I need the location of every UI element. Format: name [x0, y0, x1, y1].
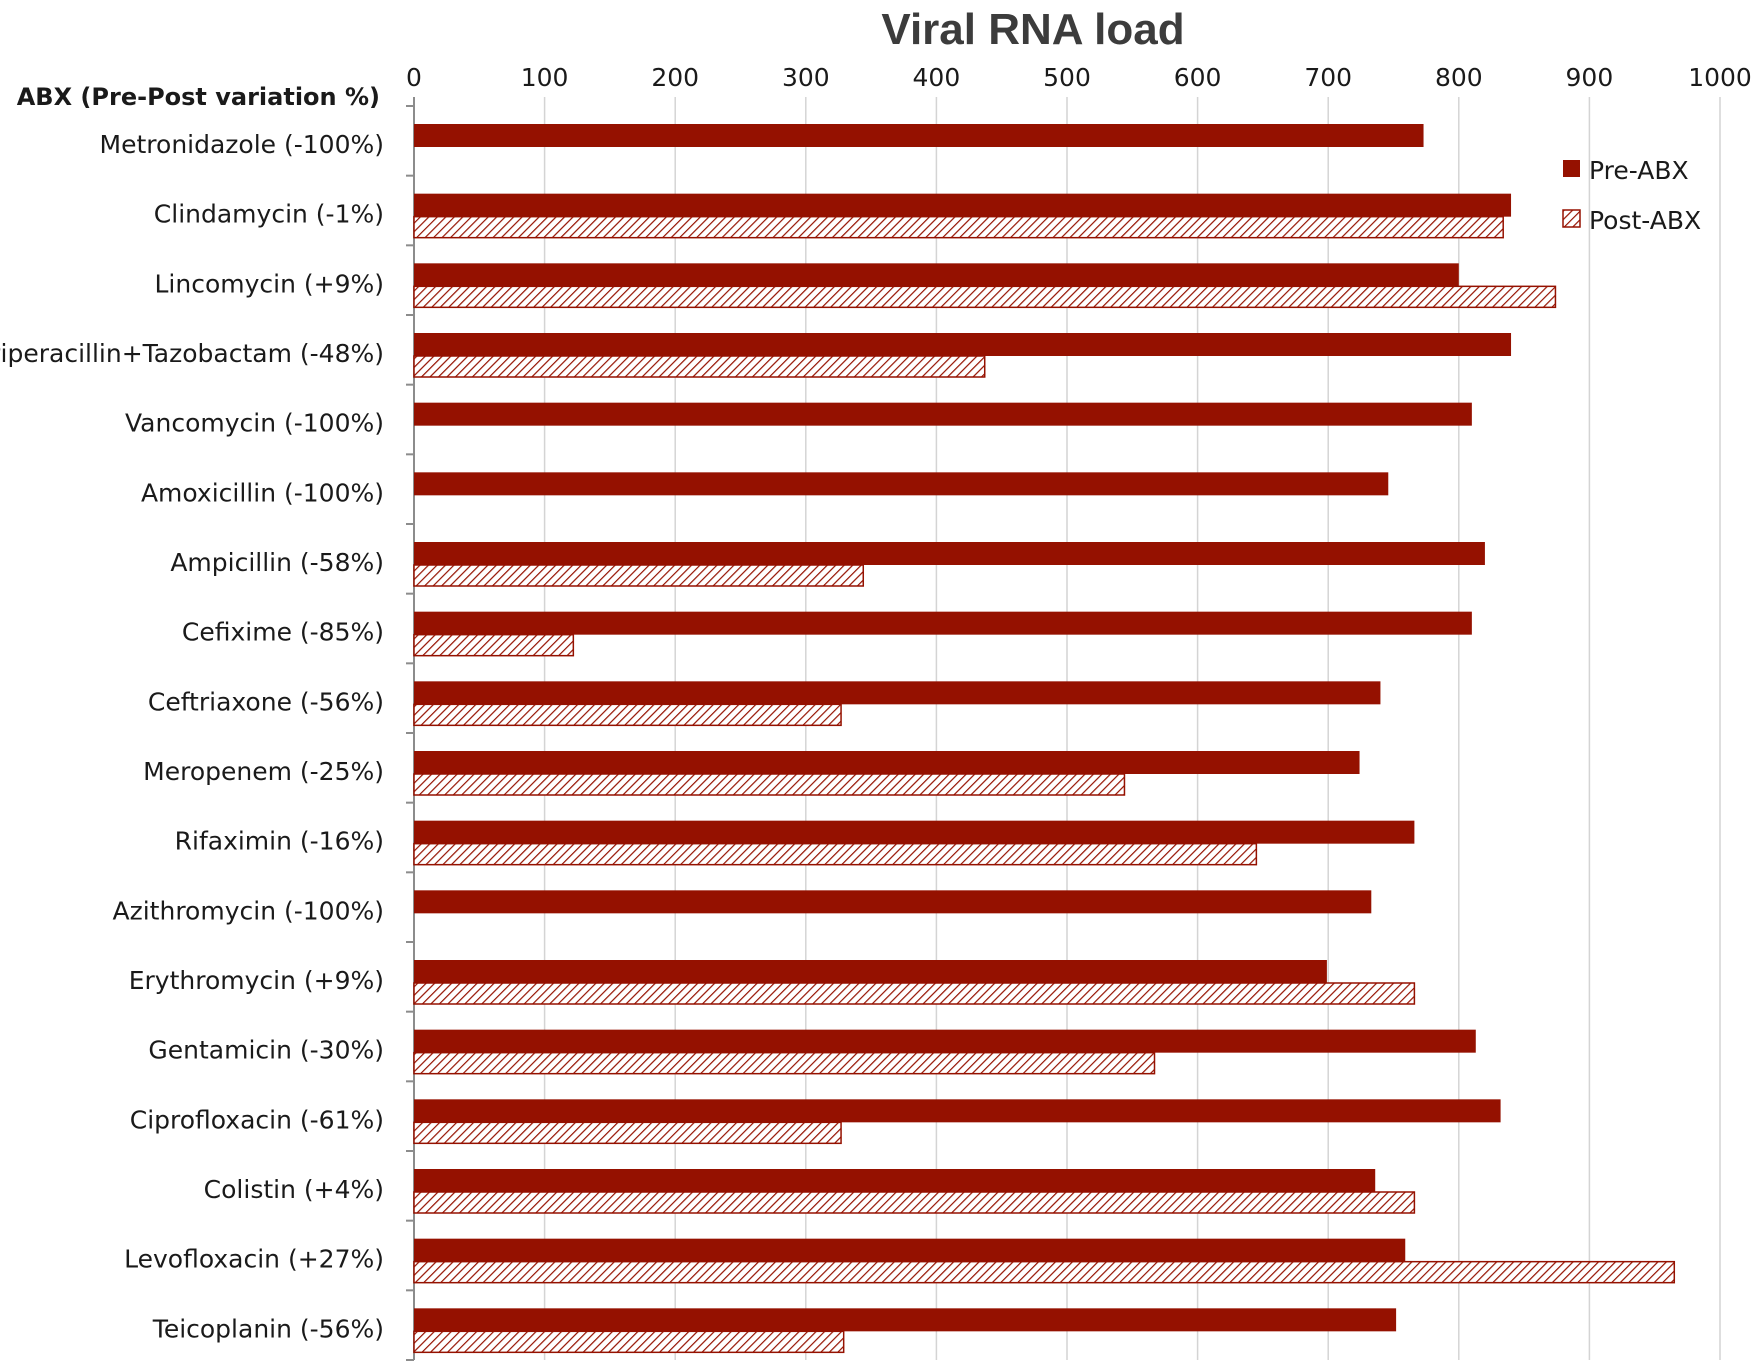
legend: Pre-ABX Post-ABX: [1562, 156, 1701, 235]
x-tick-label: 500: [1043, 63, 1091, 92]
category-axis-header: ABX (Pre-Post variation %): [17, 83, 380, 111]
bar-pre-abx: [414, 820, 1415, 844]
x-tick-label: 700: [1304, 63, 1352, 92]
legend-label-post-abx: Post-ABX: [1589, 206, 1701, 235]
category-label: Amoxicillin (-100%): [141, 478, 384, 507]
category-label: Rifaximin (-16%): [175, 827, 384, 856]
bar-pre-abx: [414, 402, 1472, 426]
bar-post-abx: [413, 1191, 1416, 1214]
bar-post-abx: [413, 1330, 845, 1354]
bar-pre-abx: [414, 681, 1381, 705]
x-tick-label: 1000: [1688, 63, 1751, 92]
category-label: Clindamycin (-1%): [154, 200, 384, 229]
bar-post-abx: [413, 982, 1416, 1005]
x-tick-label: 200: [651, 63, 699, 92]
bar-pre-abx: [414, 960, 1327, 983]
bar-post-abx: [413, 1051, 1156, 1075]
bars: [413, 124, 1676, 1354]
bar-pre-abx: [414, 333, 1512, 356]
bar-pre-abx: [414, 542, 1485, 565]
category-label: Ciprofloxacin (-61%): [130, 1105, 384, 1134]
legend-swatch-post-abx: [1562, 209, 1581, 228]
category-label: Azithromycin (-100%): [113, 896, 384, 925]
bar-post-abx: [413, 215, 1504, 239]
x-tick-label: 300: [782, 63, 830, 92]
bar-pre-abx: [414, 611, 1472, 635]
bar-pre-abx: [414, 263, 1459, 287]
bar-post-abx: [413, 773, 1126, 796]
bar-pre-abx: [414, 1238, 1406, 1262]
bar-pre-abx: [414, 751, 1360, 774]
legend-swatch-pre-abx: [1563, 160, 1580, 177]
x-tick-label: 900: [1566, 63, 1614, 92]
bar-pre-abx: [414, 1308, 1397, 1332]
category-label: Levofloxacin (+27%): [124, 1245, 384, 1274]
category-label: Erythromycin (+9%): [129, 966, 384, 995]
bar-pre-abx: [414, 193, 1512, 217]
category-label: Lincomycin (+9%): [154, 269, 384, 298]
bar-pre-abx: [414, 1099, 1501, 1123]
bar-post-abx: [413, 842, 1258, 866]
category-label: Vancomycin (-100%): [125, 409, 384, 438]
bar-post-abx: [413, 633, 575, 657]
category-labels: Metronidazole (-100%) Clindamycin (-1%) Li…: [0, 130, 384, 1343]
x-tick-label: 100: [521, 63, 569, 92]
legend-label-pre-abx: Pre-ABX: [1589, 156, 1689, 185]
category-label: Ampicillin (-58%): [170, 548, 384, 577]
x-tick-label: 600: [1174, 63, 1222, 92]
bar-pre-abx: [414, 1029, 1476, 1053]
bar-pre-abx: [414, 124, 1424, 147]
category-label: Ceftriaxone (-56%): [148, 687, 384, 716]
category-label: Colistin (+4%): [204, 1175, 384, 1204]
x-tick-label: 0: [406, 63, 422, 92]
x-tick-label: 800: [1435, 63, 1483, 92]
chart-title: Viral RNA load: [881, 5, 1184, 54]
bar-post-abx: [413, 285, 1557, 309]
bar-post-abx: [413, 564, 865, 587]
bar-pre-abx: [414, 472, 1389, 496]
bar-post-abx: [413, 703, 842, 727]
category-label: Cefixime (-85%): [182, 618, 384, 647]
category-label: Gentamicin (-30%): [148, 1036, 384, 1065]
x-tick-label: 400: [913, 63, 961, 92]
bar-pre-abx: [414, 890, 1372, 914]
bar-post-abx: [413, 355, 986, 378]
category-label: Meropenem (-25%): [143, 757, 384, 786]
category-label: Piperacillin+Tazobactam (-48%): [0, 339, 384, 368]
bar-post-abx: [413, 1260, 1676, 1284]
bar-post-abx: [413, 1121, 842, 1145]
axes: 0 100 200 300 400 500 600 700 800 900 1000: [406, 63, 1751, 1361]
bar-pre-abx: [414, 1169, 1376, 1192]
category-label: Teicoplanin (-56%): [152, 1314, 384, 1343]
category-label: Metronidazole (-100%): [100, 130, 384, 159]
